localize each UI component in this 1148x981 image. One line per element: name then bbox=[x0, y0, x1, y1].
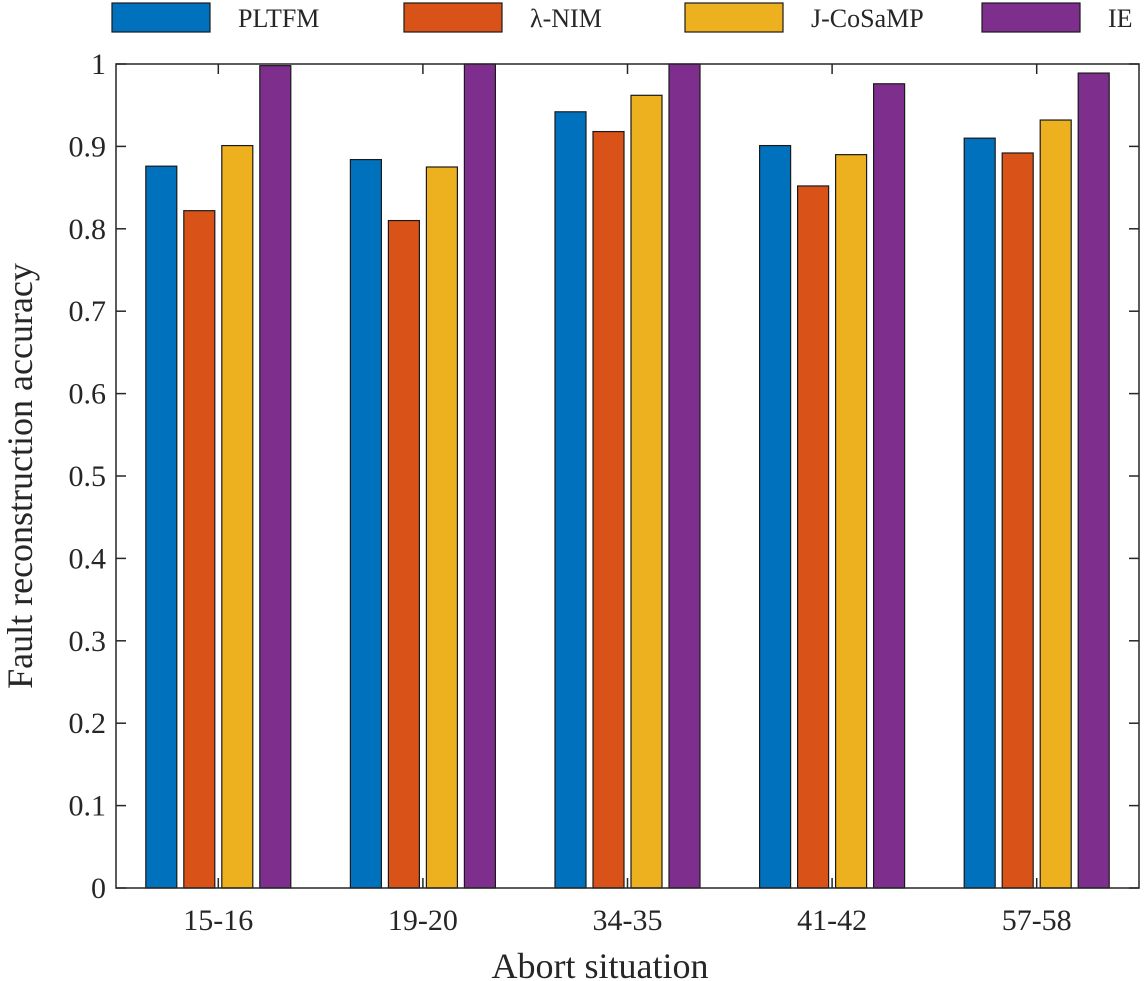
y-tick-label: 0.9 bbox=[69, 130, 107, 163]
legend-label: PLTFM bbox=[238, 4, 319, 33]
legend-swatch bbox=[684, 2, 784, 33]
bar-j-cosamp-57-58 bbox=[1039, 119, 1072, 889]
legend-label: J-CoSaMP bbox=[811, 4, 924, 33]
bar-ie-57-58 bbox=[1077, 72, 1110, 889]
bar-ie-34-35 bbox=[668, 63, 701, 889]
bar-ie-41-42 bbox=[872, 83, 906, 889]
x-tick-label: 34-35 bbox=[593, 904, 663, 937]
bar-pltfm-15-16 bbox=[145, 165, 178, 889]
y-tick-label: 0.6 bbox=[69, 378, 107, 411]
bar-ie-19-20 bbox=[463, 63, 496, 889]
y-tick-label: 1 bbox=[91, 48, 106, 81]
x-tick-label: 15-16 bbox=[183, 904, 253, 937]
bar-nim-19-20 bbox=[387, 219, 420, 889]
bar-j-cosamp-19-20 bbox=[425, 166, 458, 889]
y-tick-label: 0.8 bbox=[69, 213, 107, 246]
y-tick-label: 0.2 bbox=[69, 707, 107, 740]
bars-layer bbox=[145, 63, 1110, 889]
x-tick-label: 41-42 bbox=[797, 904, 867, 937]
x-axis: 15-16 19-20 34-35 41-42 57-58 bbox=[183, 64, 1072, 937]
x-axis-label: Abort situation bbox=[492, 946, 709, 981]
bar-j-cosamp-15-16 bbox=[221, 144, 254, 889]
legend: PLTFM λ-NIM J-CoSaMP IE bbox=[111, 2, 1133, 33]
legend-label: IE bbox=[1108, 4, 1133, 33]
legend-swatch bbox=[981, 2, 1081, 33]
legend-swatch bbox=[403, 2, 503, 33]
bar-j-cosamp-34-35 bbox=[630, 94, 663, 889]
bar-pltfm-57-58 bbox=[963, 137, 996, 889]
bar-nim-15-16 bbox=[183, 210, 216, 889]
y-tick-label: 0.1 bbox=[69, 790, 107, 823]
bar-j-cosamp-41-42 bbox=[834, 154, 868, 889]
y-tick-label: 0.4 bbox=[69, 542, 107, 575]
bar-nim-57-58 bbox=[1001, 152, 1034, 889]
legend-swatch bbox=[111, 2, 211, 33]
y-axis: 0 0.1 0.2 0.3 0.4 0.5 0.6 0.7 0.8 0.9 1 bbox=[69, 48, 1139, 905]
x-tick-label: 19-20 bbox=[388, 904, 458, 937]
bar-pltfm-19-20 bbox=[349, 158, 382, 889]
y-tick-label: 0.7 bbox=[69, 295, 107, 328]
legend-label: λ-NIM bbox=[530, 4, 602, 33]
y-axis-label: Fault reconstruction accuracy bbox=[0, 263, 40, 689]
y-tick-label: 0.3 bbox=[69, 625, 107, 658]
bar-pltfm-41-42 bbox=[758, 144, 792, 889]
y-tick-label: 0 bbox=[91, 872, 106, 905]
bar-nim-41-42 bbox=[796, 185, 830, 889]
y-tick-label: 0.5 bbox=[69, 460, 107, 493]
bar-nim-34-35 bbox=[592, 130, 625, 889]
bar-ie-15-16 bbox=[259, 65, 292, 889]
bar-pltfm-34-35 bbox=[554, 111, 587, 889]
x-tick-label: 57-58 bbox=[1002, 904, 1072, 937]
